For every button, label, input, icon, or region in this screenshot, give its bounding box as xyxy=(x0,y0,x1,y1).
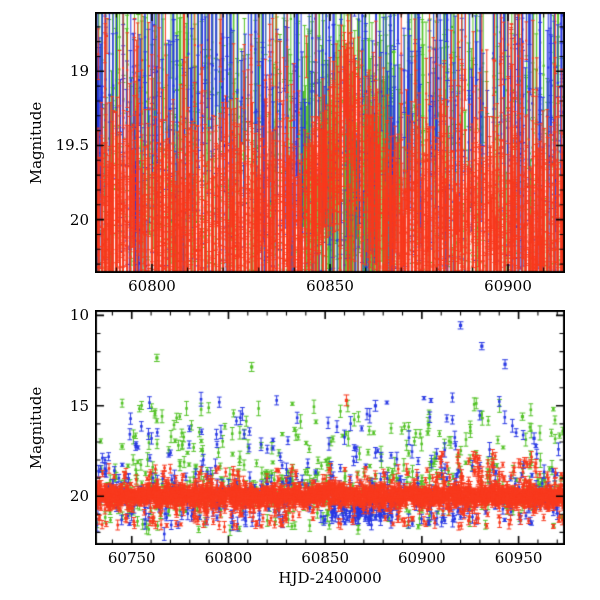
bottom-y-axis-label: Magnitude xyxy=(27,386,45,469)
y-tick-label: 15 xyxy=(69,396,89,415)
x-tick-label: 60750 xyxy=(107,549,156,567)
bottom-panel: Magnitude HJD-2400000 60750 60800 60850 609… xyxy=(0,300,600,600)
y-tick-label: 20 xyxy=(69,487,89,506)
y-tick-label: 19.5 xyxy=(55,136,89,155)
y-tick-label: 20 xyxy=(69,210,89,229)
x-tick-label: 60800 xyxy=(128,277,176,295)
top-plot-canvas xyxy=(95,12,565,273)
x-tick-label: 60850 xyxy=(301,549,350,567)
x-tick-label: 60950 xyxy=(494,549,543,567)
x-tick-label: 60850 xyxy=(306,277,354,295)
y-tick-label: 19 xyxy=(69,62,89,81)
bottom-plot-canvas xyxy=(95,310,565,545)
top-y-axis-label: Magnitude xyxy=(27,101,45,184)
x-tick-label: 60900 xyxy=(398,549,446,567)
x-axis-label: HJD-2400000 xyxy=(278,569,382,587)
x-tick-label: 60800 xyxy=(204,549,253,567)
top-panel: Magnitude 60800 60850 60900 19 19.5 20 xyxy=(27,12,565,295)
y-tick-label: 10 xyxy=(69,306,89,325)
x-tick-label: 60900 xyxy=(484,277,532,295)
